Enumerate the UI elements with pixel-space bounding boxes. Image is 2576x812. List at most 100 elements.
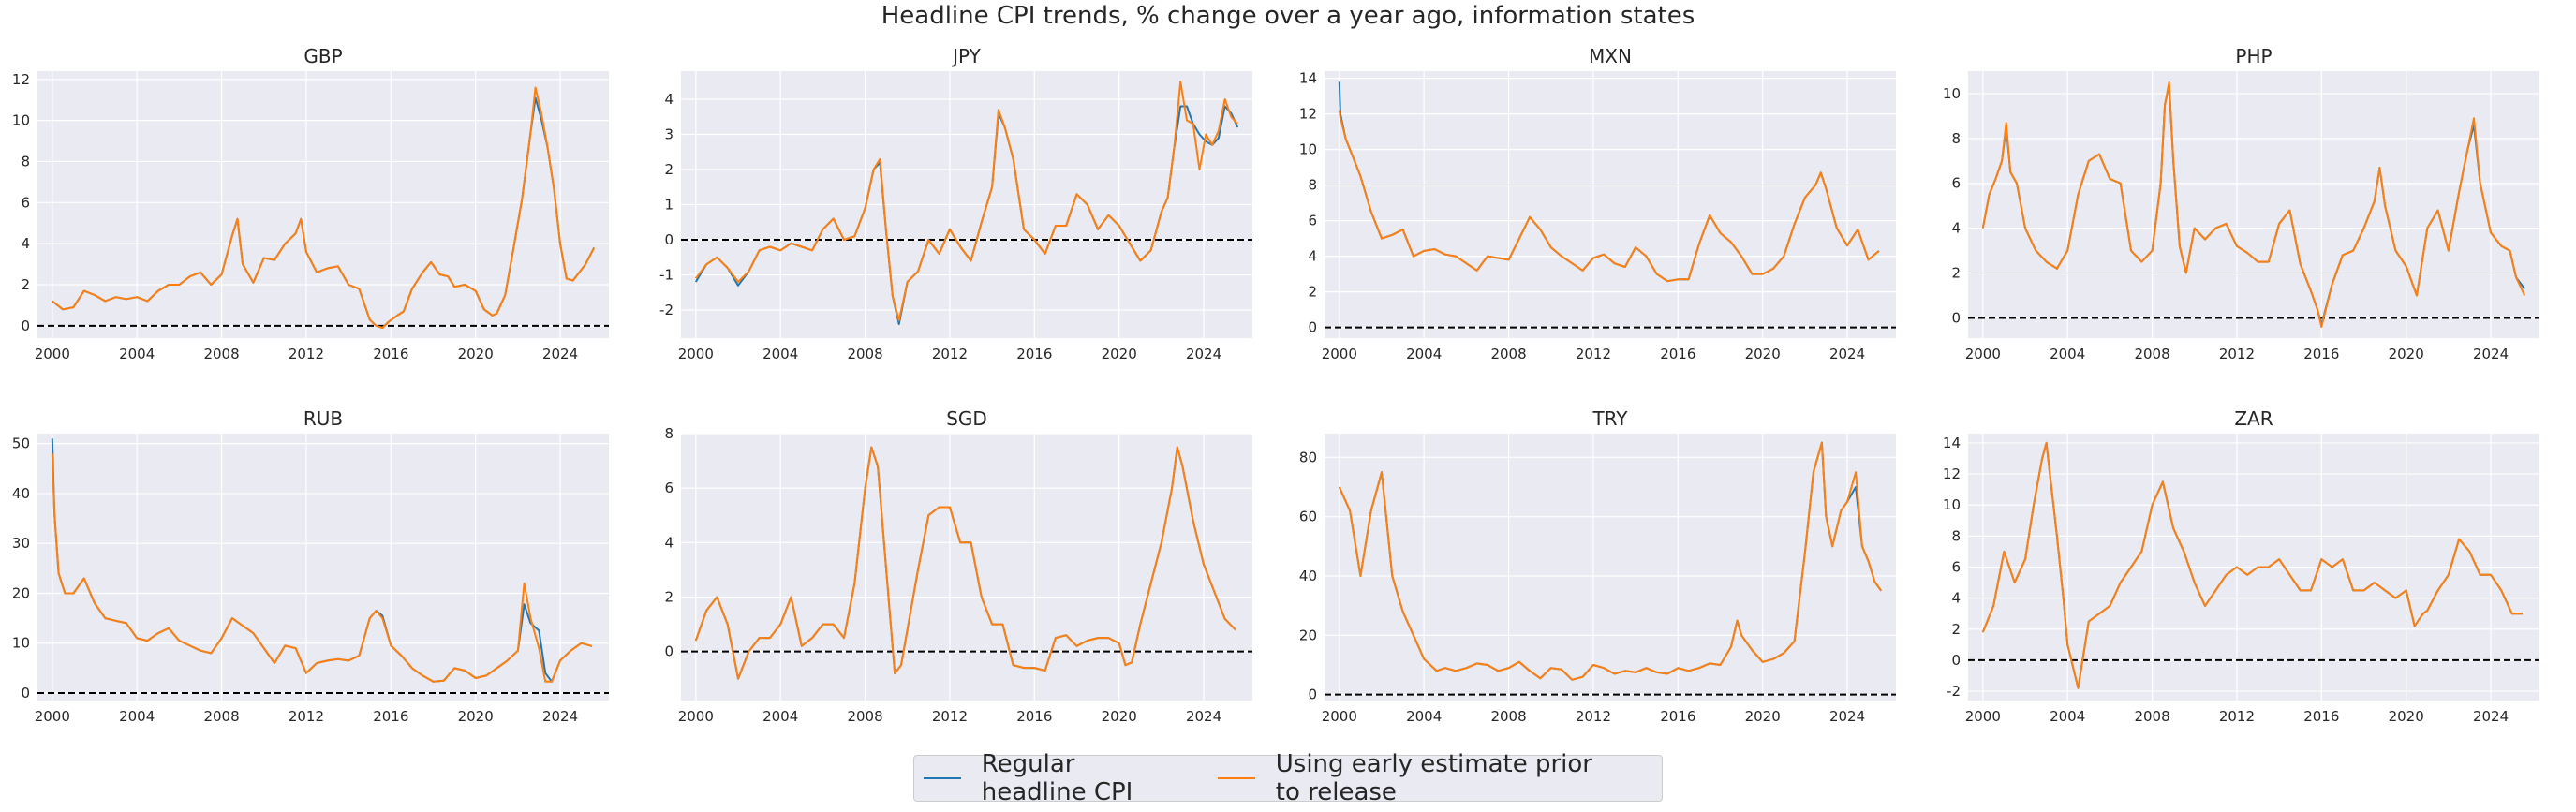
x-tick-label: 2004 (762, 346, 798, 362)
y-tick-label: 8 (1951, 130, 1961, 147)
y-tick-label: 10 (1943, 85, 1961, 102)
series-early-gbp (52, 86, 596, 329)
y-tick-label: 4 (21, 235, 30, 252)
x-tick-label: 2024 (542, 708, 578, 725)
panel-title-gbp: GBP (303, 45, 342, 67)
x-tick-label: 2008 (1490, 346, 1526, 362)
x-tick-label: 2000 (678, 708, 714, 725)
x-tick-label: 2004 (1406, 708, 1442, 725)
x-tick-label: 2008 (203, 708, 239, 725)
y-tick-label: 2 (1951, 621, 1961, 638)
x-tick-label: 2024 (1829, 708, 1865, 725)
x-tick-label: 2004 (2050, 346, 2085, 362)
y-tick-label: 6 (1951, 559, 1961, 576)
panel-try: TRY 0 20 40 60 80 2000 2004 2008 2012 2016 2020 2024 (1299, 407, 1896, 725)
series-early-try (1338, 441, 1883, 681)
panel-sgd: SGD 0 2 4 6 8 2000 2004 2008 2012 2016 2020 2024 (664, 407, 1252, 725)
y-tick-label: 20 (12, 584, 30, 601)
y-tick-label: 14 (1943, 435, 1961, 451)
y-tick-label: 4 (1951, 220, 1961, 237)
x-tick-label: 2020 (1745, 346, 1781, 362)
y-tick-label: 12 (1943, 465, 1961, 482)
plot-area-sgd (681, 434, 1252, 701)
y-tick-label: 12 (12, 71, 30, 88)
x-tick-label: 2016 (1016, 708, 1052, 725)
y-tick-label: 6 (664, 480, 674, 496)
x-tick-label: 2020 (1745, 708, 1781, 725)
x-tick-label: 2000 (35, 346, 70, 362)
x-tick-label: 2012 (2219, 708, 2255, 725)
panel-jpy: JPY -2 -1 0 1 2 3 4 2000 2004 2008 2012 2016 2020 2024 (659, 45, 1252, 362)
y-tick-label: 0 (664, 231, 674, 248)
y-tick-label: 10 (12, 112, 30, 129)
y-tick-label: 6 (1951, 175, 1961, 192)
panel-title-sgd: SGD (946, 407, 987, 430)
x-tick-label: 2004 (119, 708, 155, 725)
legend-swatch-early (1217, 777, 1255, 779)
y-tick-label: 0 (664, 643, 674, 660)
x-tick-label: 2020 (458, 346, 494, 362)
series-early-rub (51, 453, 593, 683)
y-tick-label: 40 (1299, 568, 1317, 584)
series-early-php (1981, 81, 2526, 328)
x-tick-label: 2012 (289, 346, 324, 362)
y-tick-label: 80 (1299, 449, 1317, 465)
x-tick-label: 2024 (1829, 346, 1865, 362)
legend: Regular headline CPI Using early estimat… (913, 750, 1663, 806)
plot-area-try (1325, 434, 1896, 701)
x-tick-label: 2024 (2473, 346, 2509, 362)
x-tick-label: 2012 (2219, 346, 2255, 362)
x-tick-label: 2012 (289, 708, 324, 725)
legend-item-regular: Regular headline CPI (924, 750, 1175, 806)
y-tick-label: 50 (12, 436, 30, 452)
y-tick-label: 4 (664, 91, 674, 108)
x-tick-label: 2000 (1965, 708, 2001, 725)
y-tick-label: 3 (664, 126, 674, 143)
y-tick-label: 1 (664, 197, 674, 214)
panel-title-rub: RUB (303, 407, 343, 430)
legend-swatch-regular (924, 777, 961, 779)
y-tick-label: 60 (1299, 509, 1317, 525)
x-tick-label: 2020 (1102, 346, 1137, 362)
y-tick-label: 2 (21, 276, 30, 293)
panel-rub: RUB 0 10 20 30 40 50 2000 2004 2008 2012 2016 2020 20… (12, 407, 609, 725)
y-tick-label: 4 (1308, 248, 1317, 265)
y-tick-label: -1 (659, 267, 674, 284)
y-tick-label: 40 (12, 485, 30, 502)
y-tick-label: 8 (1951, 527, 1961, 544)
x-tick-label: 2000 (1965, 346, 2001, 362)
series-early-mxn (1338, 110, 1880, 283)
x-tick-label: 2000 (1322, 346, 1357, 362)
y-tick-label: 6 (21, 194, 30, 211)
x-tick-label: 2004 (762, 708, 798, 725)
y-tick-label: 10 (1299, 141, 1317, 158)
x-tick-label: 2016 (1016, 346, 1052, 362)
x-tick-label: 2024 (1186, 708, 1221, 725)
y-tick-label: 2 (664, 588, 674, 605)
legend-item-early: Using early estimate prior to release (1217, 750, 1619, 806)
panel-mxn: MXN 0 2 4 6 8 10 12 14 2000 2004 2008 2012 2016 2020 20… (1299, 45, 1896, 362)
x-tick-label: 2008 (203, 346, 239, 362)
y-tick-label: 14 (1299, 70, 1317, 87)
y-tick-label: 10 (1943, 496, 1961, 513)
y-tick-label: 12 (1299, 106, 1317, 123)
panel-title-php: PHP (2235, 45, 2272, 67)
x-tick-label: 2008 (847, 346, 882, 362)
y-tick-label: 6 (1308, 213, 1317, 229)
panel-gbp: GBP 0 2 4 6 8 10 12 2000 2004 2008 2012 2016 2020 2024 (12, 45, 609, 362)
x-tick-label: 2020 (2389, 346, 2424, 362)
x-tick-label: 2008 (2134, 708, 2169, 725)
y-tick-label: 4 (1951, 590, 1961, 607)
panel-title-mxn: MXN (1589, 45, 1632, 67)
x-tick-label: 2000 (35, 708, 70, 725)
y-tick-label: 2 (1308, 284, 1317, 301)
y-tick-label: 30 (12, 535, 30, 552)
y-tick-label: 8 (664, 425, 674, 442)
series-early-zar (1981, 441, 2523, 689)
y-tick-label: 2 (1951, 265, 1961, 282)
x-tick-label: 2016 (2303, 708, 2339, 725)
panel-zar: ZAR -2 0 2 4 6 8 10 12 14 2000 2004 2008 2012 2016 2020… (1943, 407, 2539, 725)
panel-title-jpy: JPY (951, 45, 982, 67)
